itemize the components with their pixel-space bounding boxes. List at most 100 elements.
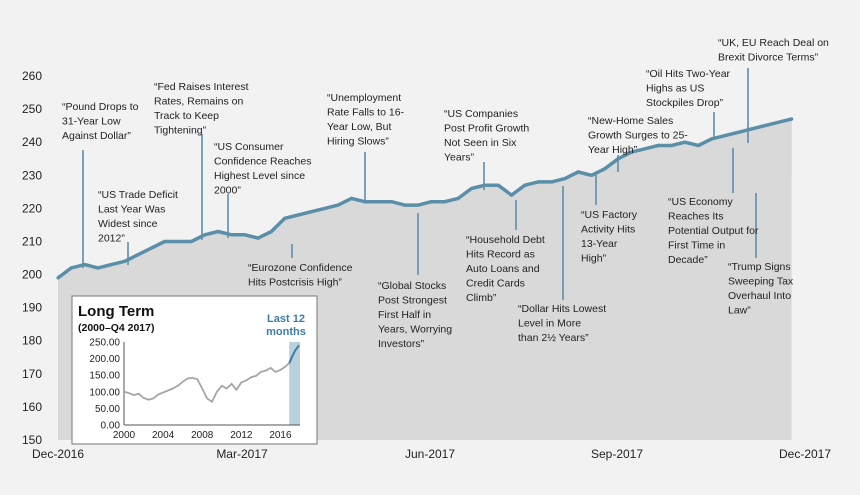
data-point — [176, 239, 180, 244]
data-point — [656, 143, 660, 148]
annotation-line: Hiring Slows” — [327, 136, 389, 148]
data-point — [403, 203, 407, 207]
data-point — [376, 200, 380, 204]
data-point — [696, 143, 700, 148]
y-tick-label: 250 — [22, 102, 42, 116]
annotation-line: Post Strongest — [378, 295, 447, 307]
annotation-text: “US Trade Deficit Last Year Was Widest sin… — [98, 189, 178, 245]
annotation-line: “Oil Hits Two-Year — [646, 68, 731, 80]
annotation-line: “US Consumer — [214, 141, 284, 153]
data-point — [630, 150, 634, 154]
annotation-line: Auto Loans and — [466, 263, 540, 275]
annotation-line: Years, Worrying — [378, 324, 452, 336]
annotation-line: Rates, Remains on — [154, 96, 243, 108]
annotation-line: “Global Stocks — [378, 280, 446, 292]
data-point — [576, 170, 580, 174]
annotation-line: Tightening” — [154, 125, 207, 137]
last-12-label-line: Last 12 — [267, 313, 305, 325]
inset-x-tick: 2008 — [191, 430, 214, 441]
annotation-line: Not Seen in Six — [444, 137, 517, 149]
inset-y-tick: 100.00 — [89, 387, 120, 398]
data-point — [56, 276, 60, 280]
y-tick-label: 190 — [22, 301, 42, 315]
x-axis-ticks: Dec-2016 Mar-2017 Jun-2017 Sep-2017 Dec-2017 — [32, 447, 831, 461]
inset-x-tick: 2012 — [230, 430, 253, 441]
annotation-line: “Fed Raises Interest — [154, 81, 249, 93]
data-point — [429, 200, 434, 204]
annotation-line: “US Companies — [444, 108, 518, 120]
annotation-text: “Eurozone Confidence Hits Postcrisis High… — [248, 262, 353, 289]
data-point — [216, 229, 220, 234]
annotation-line: Investors” — [378, 338, 425, 350]
y-tick-label: 240 — [22, 135, 42, 149]
data-point — [683, 140, 687, 144]
inset-last-12-line — [288, 344, 300, 364]
inset-x-tick: 2004 — [152, 430, 175, 441]
annotation-line: Highs as US — [646, 83, 704, 95]
annotation-line: 31-Year Low — [62, 116, 121, 128]
data-point — [149, 246, 153, 250]
data-point — [96, 266, 100, 270]
annotation-line: Sweeping Tax — [728, 276, 794, 288]
annotation-line: “US Factory — [581, 209, 638, 221]
annotation-line: Credit Cards — [466, 278, 525, 290]
annotation-line: Brexit Divorce Terms” — [718, 52, 819, 64]
x-tick-label: Mar-2017 — [216, 447, 268, 461]
annotation-line: Law” — [728, 305, 751, 317]
annotation-text: “US Factory Activity Hits 13-Year High” — [581, 209, 638, 265]
y-tick-label: 150 — [22, 433, 42, 447]
annotation-line: Growth Surges to 25- — [588, 130, 688, 142]
data-point — [603, 167, 607, 171]
annotation-line: Stockpiles Drop” — [646, 97, 724, 109]
inset-y-tick: 0.00 — [101, 421, 121, 432]
data-point — [776, 120, 780, 124]
data-point — [283, 216, 287, 220]
annotation-line: “Dollar Hits Lowest — [518, 303, 606, 315]
x-tick-label: Sep-2017 — [591, 447, 643, 461]
long-term-inset: Long Term (2000–Q4 2017) Last 12 months 0.00… — [71, 295, 318, 445]
inset-y-tick: 250.00 — [89, 338, 120, 349]
annotation-text: “Oil Hits Two-Year Highs as US Stockpiles … — [646, 68, 731, 109]
last-12-label-line: months — [266, 326, 306, 338]
data-point — [256, 236, 260, 240]
inset-frame — [71, 295, 318, 445]
annotation-line: Reaches Its — [668, 211, 723, 223]
data-point — [323, 206, 327, 210]
annotation-line: Decade” — [668, 254, 708, 266]
y-tick-label: 230 — [22, 168, 42, 182]
annotation-line: Widest since — [98, 218, 158, 230]
annotation-line: “Household Debt — [466, 234, 545, 246]
x-tick-label: Dec-2016 — [32, 447, 84, 461]
annotation-line: 2012” — [98, 233, 125, 245]
annotation-line: Hits Postcrisis High” — [248, 277, 342, 289]
data-point — [416, 203, 420, 207]
y-tick-label: 200 — [22, 268, 42, 282]
annotation-line: “Trump Signs — [728, 261, 791, 273]
data-point — [269, 229, 273, 234]
annotation-line: “Unemployment — [327, 92, 401, 104]
inset-series-line — [123, 362, 290, 404]
annotation-line: Year Low, But — [327, 121, 391, 133]
data-point — [243, 233, 247, 237]
annotation-text: “Unemployment Rate Falls to 16- Year Low, … — [327, 92, 405, 148]
y-tick-label: 160 — [22, 400, 42, 414]
last-12-label: Last 12 months — [266, 313, 306, 338]
annotation-text: “US Consumer Confidence Reaches Highest Le… — [214, 141, 311, 197]
data-point — [389, 200, 394, 204]
data-point — [469, 186, 474, 191]
annotation-line: Against Dollar” — [62, 130, 131, 142]
annotation-line: than 2½ Years” — [518, 332, 589, 344]
annotations: “Pound Drops to 31-Year Low Against Dollar… — [62, 37, 829, 350]
annotation-text: “Trump Signs Sweeping Tax Overhaul Into Law… — [728, 261, 794, 317]
data-point — [203, 233, 207, 237]
annotation-line: 2000” — [214, 185, 241, 197]
y-axis-ticks: 150 160 170 180 190 200 210 220 230 240 250 260 — [22, 69, 42, 447]
annotation-line: Rate Falls to 16- — [327, 107, 405, 119]
annotation-text: “Global Stocks Post Strongest First Half i… — [378, 280, 452, 350]
annotation-line: “US Economy — [668, 196, 734, 208]
data-point — [643, 147, 647, 151]
annotation-line: “Eurozone Confidence — [248, 262, 353, 274]
annotation-line: “New-Home Sales — [588, 115, 673, 127]
annotation-line: Hits Record as — [466, 249, 535, 261]
